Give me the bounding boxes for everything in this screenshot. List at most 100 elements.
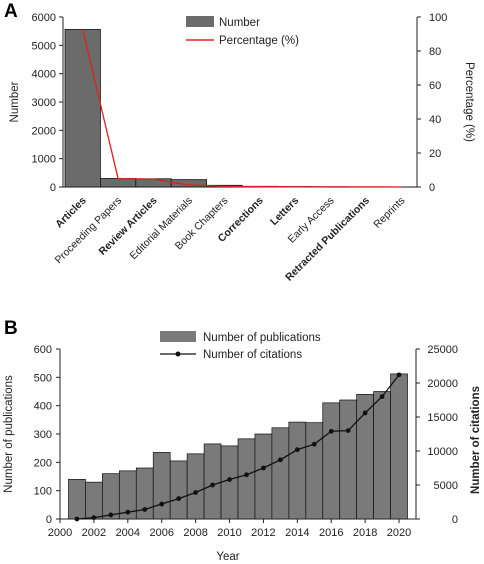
bar-year-2013 — [271, 427, 290, 520]
citation-point — [294, 447, 300, 453]
left-tick-label: 600 — [34, 344, 52, 356]
x-axis-title-b: Year — [216, 551, 239, 563]
category-label: Editorial Materials — [128, 195, 195, 262]
left-ticks-b: 0 100 200 300 400 500 600 — [34, 344, 60, 526]
x-tick-label: 2000 — [48, 527, 72, 539]
legend-swatch-number — [186, 16, 214, 27]
left-tick-label: 500 — [34, 372, 52, 384]
bar-year-2017 — [339, 399, 358, 520]
y-axis-title-b: Number of publications — [3, 375, 15, 493]
bar-year-2001 — [68, 478, 86, 520]
right-tick-label: 10000 — [427, 446, 458, 458]
right-tick-label: 5000 — [434, 480, 458, 492]
category-label: Reprints — [371, 195, 407, 231]
bar-year-2015 — [305, 422, 324, 520]
x-tick-label: 2014 — [285, 527, 309, 539]
bar-group-a — [64, 29, 420, 188]
left-tick-label: 1000 — [32, 154, 56, 166]
right-tick-label: 15000 — [427, 412, 458, 424]
x-tick-label: 2008 — [183, 527, 207, 539]
y-axis-right-title-b: Number of citations — [470, 386, 482, 494]
citation-point — [396, 372, 402, 378]
citation-point — [227, 477, 232, 482]
right-ticks-a: 0 20 40 60 80 100 — [417, 12, 447, 194]
x-tick-label: 2002 — [82, 527, 106, 539]
category-label: Proceeding Papers — [53, 195, 125, 267]
left-tick-label: 0 — [46, 514, 52, 526]
bar-editorial-materials — [170, 179, 207, 188]
panel-label-a: A — [4, 1, 18, 22]
citation-point — [362, 410, 368, 416]
right-tick-label: 0 — [429, 182, 435, 194]
bar-year-2020 — [390, 373, 408, 520]
x-tick-label: 2006 — [149, 527, 173, 539]
panel-label-b: B — [4, 318, 18, 339]
right-tick-label: 40 — [429, 114, 441, 126]
bar-group-b — [68, 373, 408, 520]
left-tick-label: 300 — [34, 429, 52, 441]
citation-point — [277, 457, 283, 463]
bar-year-2003 — [102, 473, 120, 520]
citation-point — [379, 394, 385, 399]
citation-point — [159, 501, 165, 507]
y-axis-right-title-a: Percentage (%) — [463, 62, 475, 142]
bar-year-2012 — [254, 433, 273, 520]
bar-proceeding-papers — [100, 178, 137, 188]
left-tick-label: 4000 — [32, 69, 56, 81]
left-tick-label: 2000 — [32, 125, 56, 137]
right-tick-label: 25000 — [427, 344, 458, 356]
right-tick-label: 100 — [429, 12, 447, 24]
right-tick-label: 20 — [429, 148, 441, 160]
bar-year-2008 — [186, 453, 205, 520]
left-tick-label: 3000 — [32, 97, 56, 109]
citation-point — [345, 428, 351, 433]
right-tick-label: 20000 — [427, 378, 458, 390]
legend-swatch-publications — [160, 331, 196, 342]
bar-year-2019 — [373, 391, 391, 520]
citation-point — [261, 465, 266, 471]
x-tick-label: 2012 — [251, 527, 275, 539]
left-tick-label: 200 — [34, 457, 52, 469]
left-tick-label: 5000 — [32, 40, 56, 52]
legend-b: Number of publications Number of citatio… — [160, 331, 321, 361]
right-ticks-b: 0 5000 10000 15000 20000 25000 — [416, 344, 458, 526]
series-line-percentage — [82, 29, 402, 188]
left-tick-label: 0 — [50, 182, 56, 194]
bar-year-2002 — [85, 481, 103, 520]
bar-year-2009 — [203, 443, 222, 520]
x-tick-label: 2016 — [319, 527, 343, 539]
bar-year-2011 — [237, 438, 256, 520]
left-tick-label: 100 — [34, 486, 52, 498]
x-tick-label: 2018 — [353, 527, 377, 539]
category-label: Letters — [268, 195, 301, 228]
right-tick-label: 80 — [429, 46, 441, 58]
legend-label-percentage: Percentage (%) — [219, 35, 299, 47]
citation-point — [125, 509, 131, 515]
bar-year-2014 — [288, 421, 307, 520]
citation-point — [176, 496, 182, 501]
right-tick-label: 60 — [429, 80, 441, 92]
citation-point — [142, 507, 148, 512]
category-label: Articles — [53, 195, 89, 231]
bar-year-2006 — [152, 452, 171, 520]
left-ticks-a: 0 1000 2000 3000 4000 5000 6000 — [32, 12, 63, 194]
legend-a: Number Percentage (%) — [186, 16, 299, 47]
bar-review-articles — [135, 178, 172, 188]
legend-label-publications: Number of publications — [203, 332, 321, 344]
line-group-a — [82, 29, 402, 188]
bar-year-2007 — [169, 460, 188, 520]
legend-swatch-citations-marker — [175, 351, 181, 357]
legend-label-citations: Number of citations — [203, 349, 302, 361]
panel-a: A 0 1000 2000 3000 4000 5000 6000 0 20 40 60 80 100… — [4, 1, 475, 284]
citation-point — [244, 472, 249, 478]
citation-point — [193, 490, 199, 495]
panel-b: B 0 100 200 300 400 500 600 0 5000 10000 15000 200… — [3, 318, 482, 563]
legend-label-number: Number — [219, 17, 260, 29]
bar-articles — [64, 29, 101, 188]
citation-point — [311, 441, 317, 447]
x-tick-label: 2010 — [217, 527, 241, 539]
line-group-b — [74, 372, 402, 522]
x-tick-label: 2020 — [387, 527, 411, 539]
x-ticks-b: 2000 2002 2004 2006 2008 2010 2012 2014 2016 2018… — [48, 519, 411, 539]
